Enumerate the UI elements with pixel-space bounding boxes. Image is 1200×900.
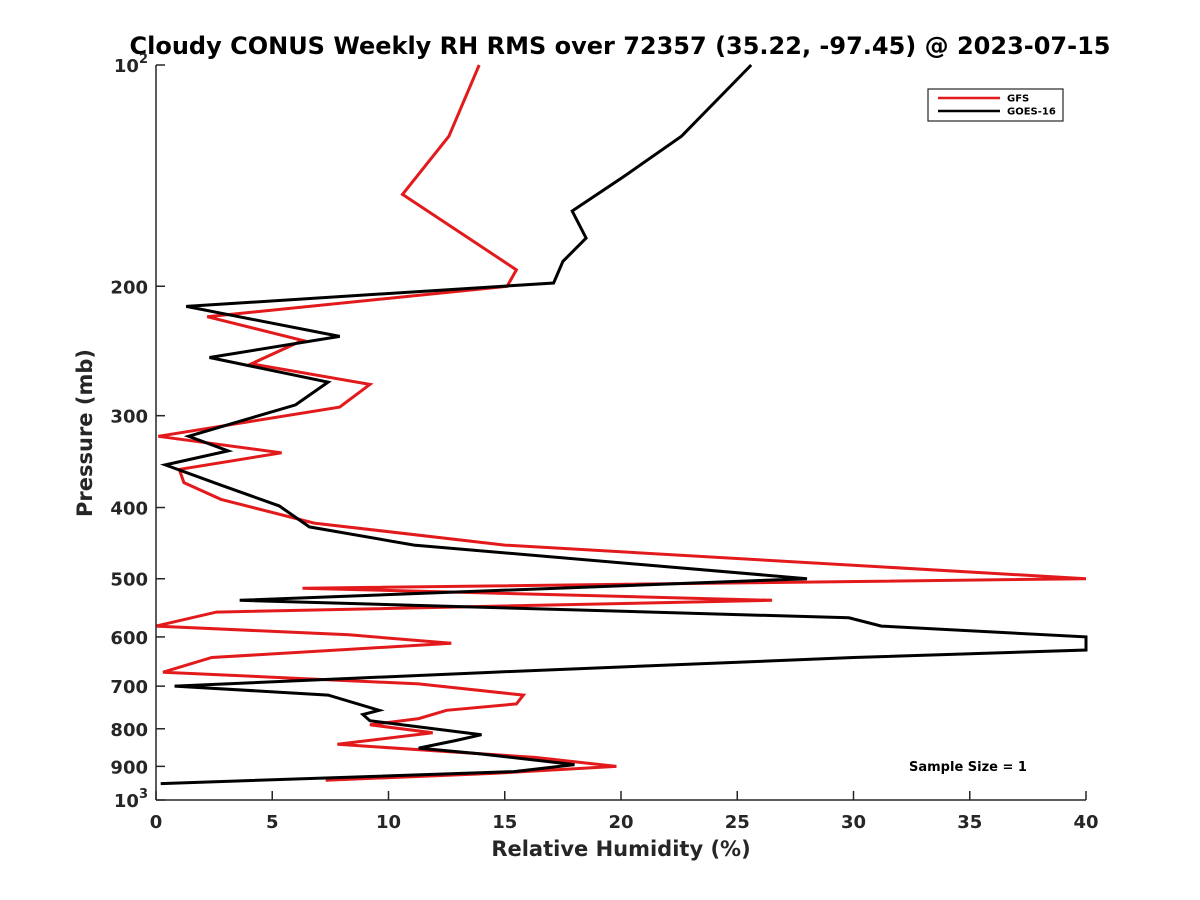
y-tick-exponent: 2 [139, 52, 148, 67]
x-ticks: 0 5 10 15 20 25 30 35 40 [150, 791, 1099, 833]
legend-label-gfs: GFS [1007, 94, 1029, 105]
y-tick-base: 10 [114, 56, 139, 77]
x-tick-label: 25 [725, 812, 750, 833]
y-tick-label: 400 [110, 499, 148, 520]
chart-title: Cloudy CONUS Weekly RH RMS over 72357 (3… [130, 32, 1111, 60]
x-tick-label: 35 [957, 812, 982, 833]
x-tick-label: 10 [376, 812, 401, 833]
series-line-goes-16 [159, 63, 1088, 786]
y-tick-label: 200 [110, 277, 148, 298]
y-tick-base: 10 [114, 791, 139, 812]
legend: GFS GOES-16 [927, 88, 1064, 122]
x-tick-label: 5 [266, 812, 279, 833]
x-tick-label: 15 [492, 812, 517, 833]
sample-size-annotation: Sample Size = 1 [909, 760, 1027, 775]
series-layer [155, 63, 1088, 786]
x-axis-label: Relative Humidity (%) [491, 837, 750, 861]
y-axis-label: Pressure (mb) [73, 349, 97, 517]
x-tick-label: 20 [608, 812, 633, 833]
y-tick-label: 300 [110, 407, 148, 428]
y-tick-label: 500 [110, 570, 148, 591]
x-tick-label: 0 [150, 812, 163, 833]
y-tick-label: 700 [110, 677, 148, 698]
y-tick-label: 103 [114, 787, 148, 812]
legend-box [927, 88, 1064, 122]
y-tick-label: 900 [110, 757, 148, 778]
y-tick-exponent: 3 [139, 787, 148, 802]
y-tick-label: 102 [114, 52, 148, 77]
legend-label-goes-16: GOES-16 [1007, 107, 1056, 118]
y-tick-label: 800 [110, 720, 148, 741]
x-tick-label: 40 [1073, 812, 1098, 833]
x-tick-label: 30 [841, 812, 866, 833]
y-tick-label: 600 [110, 628, 148, 649]
